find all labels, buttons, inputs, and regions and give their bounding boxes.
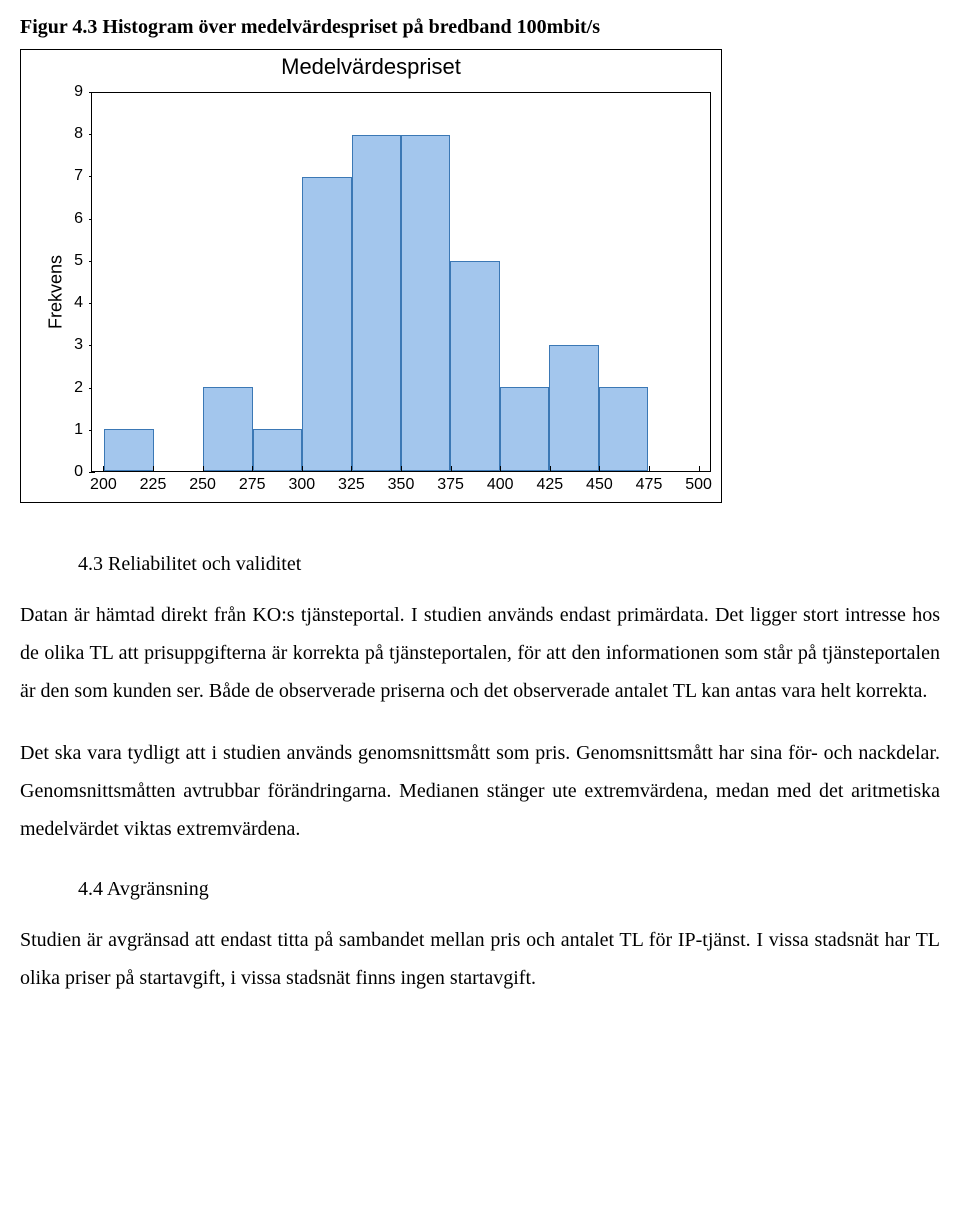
x-tick-label: 350	[388, 476, 415, 494]
y-tick-label: 4	[74, 294, 83, 312]
y-tick-label: 7	[74, 167, 83, 185]
y-tick-label: 3	[74, 336, 83, 354]
x-tick-label: 225	[140, 476, 167, 494]
y-tick-label: 5	[74, 252, 83, 270]
x-tick-label: 400	[487, 476, 514, 494]
histogram-chart: Medelvärdespriset Frekvens 0123456789 20…	[20, 49, 722, 503]
y-tick-label: 1	[74, 421, 83, 439]
x-tick-mark	[401, 466, 402, 472]
x-tick-mark	[103, 466, 104, 472]
histogram-bar	[203, 387, 252, 471]
histogram-bar	[549, 345, 598, 471]
figure-caption: Figur 4.3 Histogram över medelvärdespris…	[20, 16, 940, 39]
x-tick-mark	[599, 466, 600, 472]
x-tick-mark	[649, 466, 650, 472]
histogram-bar	[599, 387, 648, 471]
histogram-bar	[104, 429, 153, 471]
x-tick-mark	[451, 466, 452, 472]
x-tick-label: 300	[288, 476, 315, 494]
y-tick-label: 0	[74, 463, 83, 481]
x-tick-label: 500	[685, 476, 712, 494]
histogram-bar	[352, 135, 401, 471]
x-tick-mark	[203, 466, 204, 472]
x-tick-label: 425	[536, 476, 563, 494]
histogram-bar	[401, 135, 450, 471]
section-heading-limitation: 4.4 Avgränsning	[78, 878, 940, 901]
x-tick-mark	[500, 466, 501, 472]
x-tick-mark	[699, 466, 700, 472]
chart-title: Medelvärdespriset	[21, 50, 721, 82]
chart-plot-area	[91, 92, 711, 472]
x-tick-label: 200	[90, 476, 117, 494]
x-tick-label: 250	[189, 476, 216, 494]
x-tick-label: 275	[239, 476, 266, 494]
x-tick-mark	[252, 466, 253, 472]
x-tick-mark	[351, 466, 352, 472]
histogram-bar	[253, 429, 302, 471]
x-tick-label: 325	[338, 476, 365, 494]
x-tick-label: 450	[586, 476, 613, 494]
section-heading-reliability: 4.3 Reliabilitet och validitet	[78, 553, 940, 576]
x-tick-mark	[550, 466, 551, 472]
x-tick-label: 375	[437, 476, 464, 494]
x-tick-mark	[153, 466, 154, 472]
body-paragraph: Det ska vara tydligt att i studien använ…	[20, 734, 940, 848]
chart-body: Frekvens 0123456789 20022525027530032535…	[21, 82, 721, 502]
y-tick-label: 2	[74, 379, 83, 397]
histogram-bar	[450, 261, 499, 471]
y-tick-label: 6	[74, 210, 83, 228]
x-tick-mark	[302, 466, 303, 472]
y-tick-label: 9	[74, 83, 83, 101]
body-paragraph: Studien är avgränsad att endast titta på…	[20, 921, 940, 997]
x-tick-label: 475	[636, 476, 663, 494]
histogram-bar	[302, 177, 351, 471]
body-paragraph: Datan är hämtad direkt från KO:s tjänste…	[20, 596, 940, 710]
histogram-bar	[500, 387, 549, 471]
y-tick-label: 8	[74, 125, 83, 143]
chart-x-axis: 200 225 250 275 300 325 350 375 400 425 450 475 500	[91, 472, 711, 502]
chart-y-axis: 0123456789	[59, 92, 89, 472]
